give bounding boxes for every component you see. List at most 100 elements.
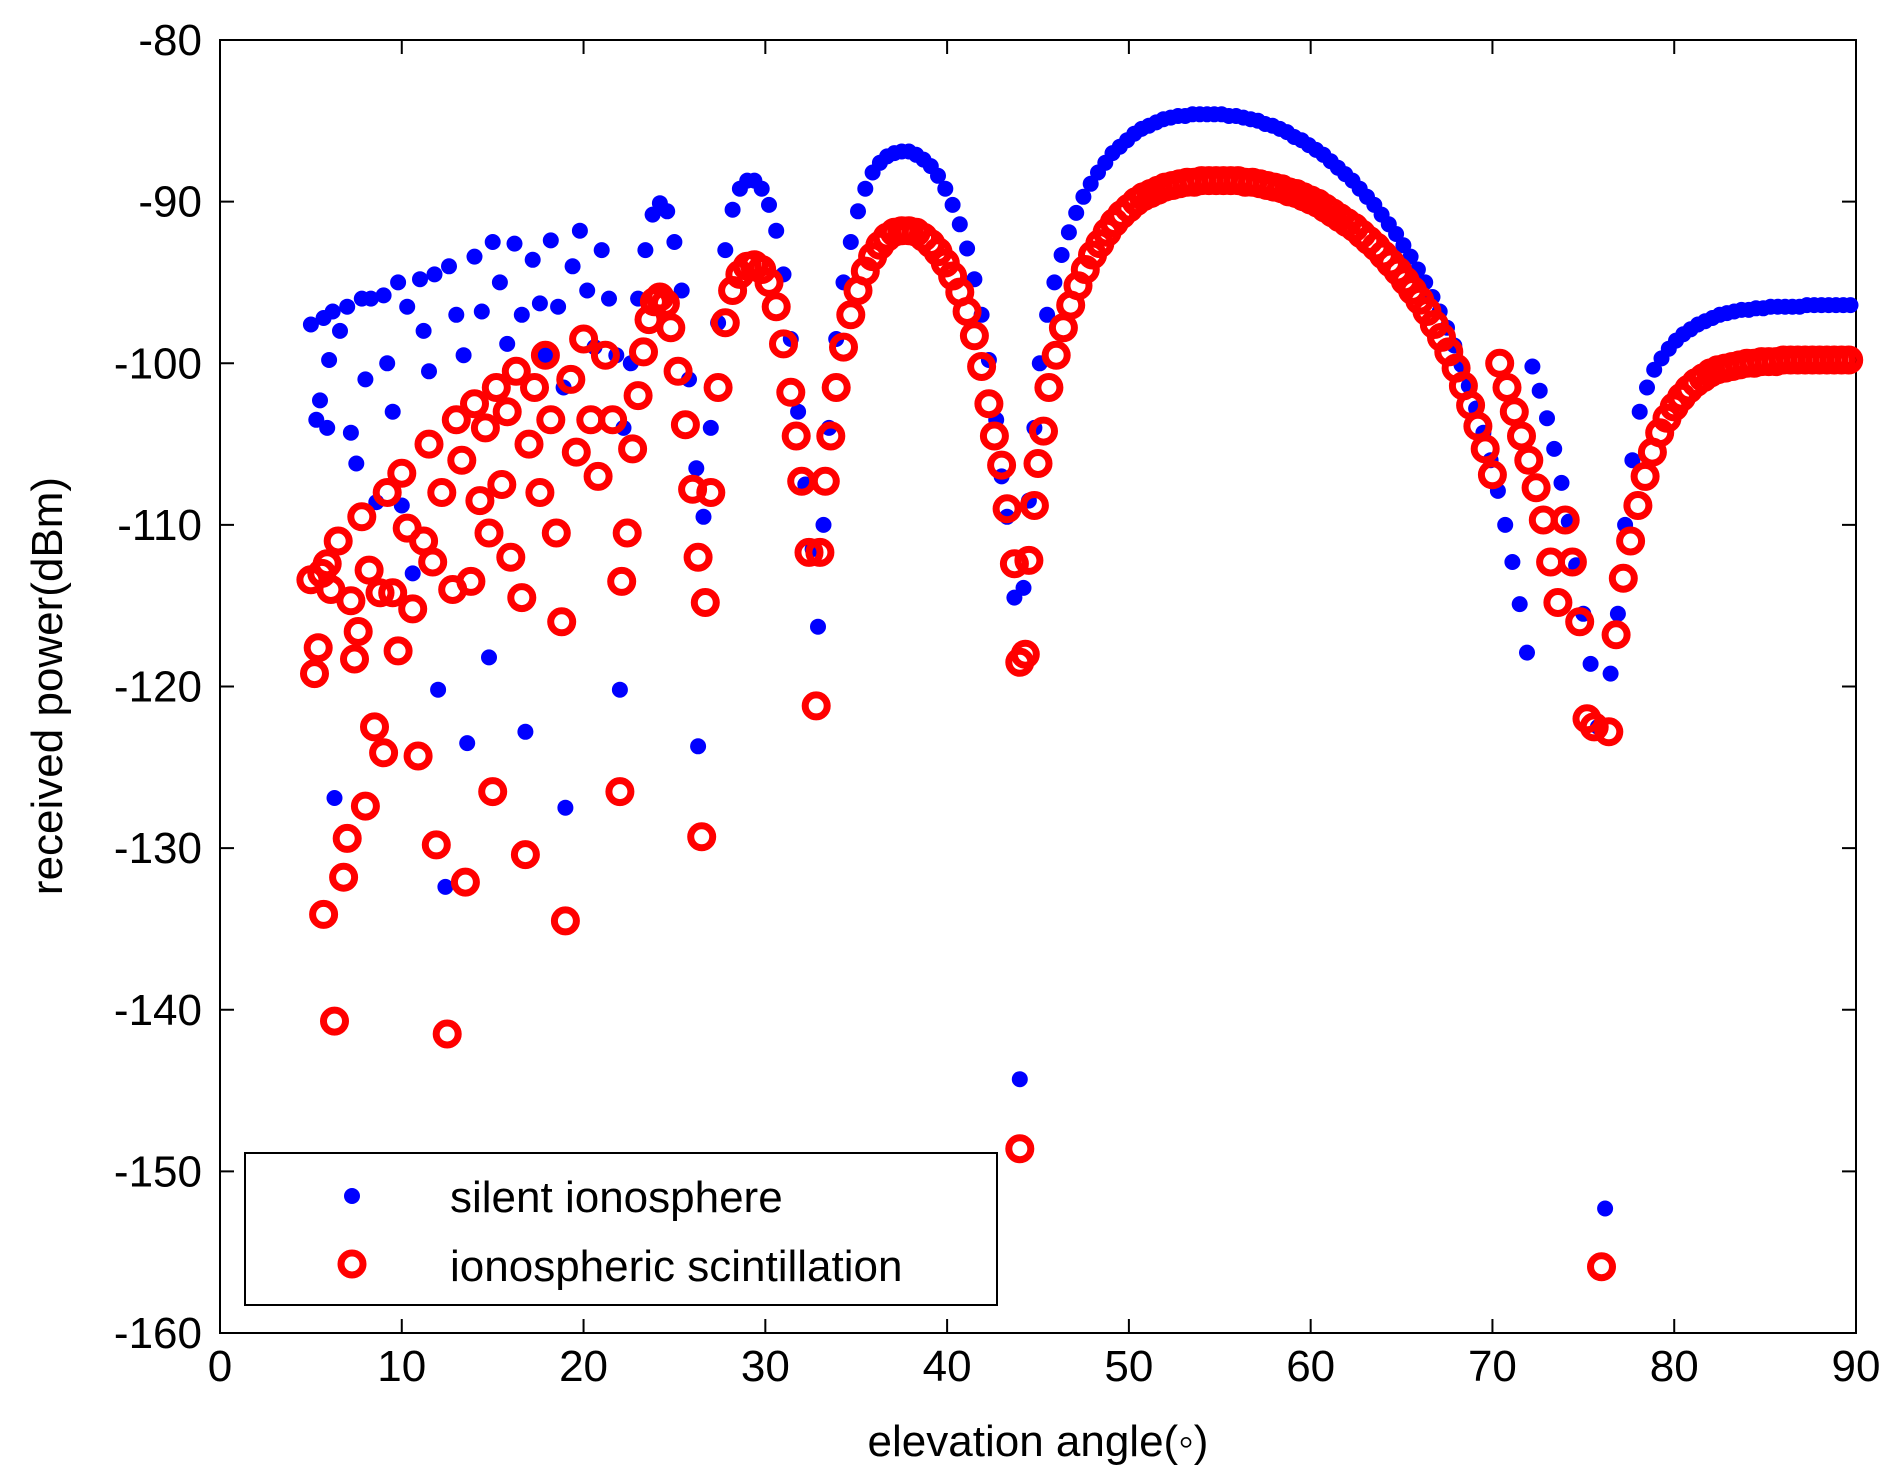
x-axis-label: elevation angle(◦) (868, 1417, 1209, 1466)
data-point-silent-ionosphere (1582, 655, 1599, 672)
data-point-silent-ionosphere (1511, 596, 1528, 613)
data-point-ionospheric-scintillation (1010, 639, 1040, 669)
data-point-silent-ionosphere (1524, 358, 1541, 375)
data-point-ionospheric-scintillation (776, 377, 806, 407)
data-point-ionospheric-scintillation (421, 830, 451, 860)
data-point-ionospheric-scintillation (329, 862, 359, 892)
data-point-silent-ionosphere (441, 258, 457, 275)
data-point-ionospheric-scintillation (598, 405, 628, 435)
data-point-ionospheric-scintillation (1470, 434, 1500, 464)
data-point-ionospheric-scintillation (561, 437, 591, 467)
data-point-ionospheric-scintillation (550, 906, 580, 936)
data-point-ionospheric-scintillation (520, 373, 549, 402)
data-point-ionospheric-scintillation (360, 712, 389, 742)
data-point-silent-ionosphere (815, 516, 832, 533)
data-point-silent-ionosphere (1842, 297, 1859, 314)
data-point-silent-ionosphere (1053, 247, 1070, 263)
data-point-ionospheric-scintillation (829, 332, 858, 362)
data-point-silent-ionosphere (415, 322, 432, 339)
data-point-ionospheric-scintillation (987, 450, 1017, 480)
data-point-ionospheric-scintillation (460, 389, 489, 419)
data-point-ionospheric-scintillation (1594, 717, 1624, 747)
data-point-ionospheric-scintillation (1041, 340, 1071, 370)
data-point-silent-ionosphere (399, 298, 416, 315)
data-point-silent-ionosphere (1609, 605, 1626, 622)
data-point-silent-ionosphere (688, 460, 705, 477)
data-point-ionospheric-scintillation (309, 899, 339, 929)
data-point-ionospheric-scintillation (387, 458, 417, 488)
data-point-silent-ionosphere (1639, 379, 1655, 396)
data-point-silent-ionosphere (1646, 361, 1663, 378)
data-point-ionospheric-scintillation (805, 537, 835, 567)
data-point-ionospheric-scintillation (530, 340, 560, 370)
data-point-silent-ionosphere (404, 565, 421, 582)
data-point-silent-ionosphere (342, 424, 359, 441)
data-point-silent-ionosphere (1531, 382, 1548, 399)
x-tick-label: 0 (208, 1342, 232, 1391)
data-point-silent-ionosphere (517, 723, 534, 740)
data-point-silent-ionosphere (499, 335, 516, 352)
data-point-ionospheric-scintillation (456, 566, 486, 596)
data-point-ionospheric-scintillation (663, 356, 693, 386)
data-point-ionospheric-scintillation (754, 267, 784, 297)
data-point-silent-ionosphere (790, 403, 807, 420)
data-point-ionospheric-scintillation (656, 313, 686, 343)
data-point-silent-ionosphere (768, 222, 785, 239)
data-point-silent-ionosphere (959, 240, 976, 257)
data-point-silent-ionosphere (593, 242, 610, 259)
axis-ticks: 0 10 20 30 40 50 60 70 80 90 -80 -90 -100 -110 -120 -13… (114, 16, 1881, 1391)
data-point-silent-ionosphere (601, 290, 617, 307)
data-point-silent-ionosphere (390, 274, 407, 291)
data-point-silent-ionosphere (437, 878, 454, 895)
y-tick-label: -130 (114, 824, 202, 873)
data-point-ionospheric-scintillation (510, 840, 540, 870)
x-tick-label: 60 (1286, 1342, 1335, 1391)
data-point-silent-ionosphere (1631, 403, 1648, 420)
data-point-silent-ionosphere (321, 352, 338, 368)
data-point-ionospheric-scintillation (590, 340, 620, 370)
data-point-ionospheric-scintillation (687, 822, 717, 852)
data-point-ionospheric-scintillation (1543, 588, 1573, 617)
data-point-ionospheric-scintillation (536, 405, 566, 435)
data-point-ionospheric-scintillation (1521, 473, 1551, 503)
data-point-silent-ionosphere (537, 347, 554, 364)
data-point-ionospheric-scintillation (501, 356, 531, 386)
data-point-silent-ionosphere (1624, 452, 1641, 469)
data-point-silent-ionosphere (550, 298, 567, 315)
x-tick-label: 20 (559, 1342, 608, 1391)
plot-area (219, 39, 1857, 1334)
y-tick-label: -110 (117, 501, 202, 550)
data-point-ionospheric-scintillation (303, 633, 333, 663)
x-tick-label: 30 (741, 1342, 790, 1391)
data-point-ionospheric-scintillation (525, 478, 555, 507)
data-point-silent-ionosphere (1504, 554, 1521, 570)
data-point-silent-ionosphere (513, 306, 530, 323)
x-tick-label: 90 (1832, 1342, 1881, 1391)
x-tick-label: 80 (1650, 1342, 1699, 1391)
data-point-silent-ionosphere (1015, 579, 1032, 596)
data-point-ionospheric-scintillation (794, 537, 824, 567)
data-point-silent-ionosphere (717, 242, 734, 259)
data-point-silent-ionosphere (1060, 224, 1077, 241)
data-point-ionospheric-scintillation (1507, 421, 1536, 451)
data-point-ionospheric-scintillation (1565, 607, 1595, 637)
data-point-ionospheric-scintillation (836, 300, 866, 330)
data-point-silent-ionosphere (542, 232, 559, 249)
data-point-silent-ionosphere (1388, 226, 1405, 242)
data-point-ionospheric-scintillation (696, 478, 726, 507)
data-point-silent-ionosphere (644, 206, 661, 223)
data-point-silent-ionosphere (1068, 204, 1085, 221)
data-point-silent-ionosphere (466, 248, 483, 265)
data-point-ionospheric-scintillation (583, 461, 613, 491)
y-tick-label: -140 (114, 986, 202, 1035)
data-point-silent-ionosphere (332, 322, 348, 339)
data-point-ionospheric-scintillation (441, 405, 471, 435)
data-point-silent-ionosphere (426, 266, 443, 283)
data-point-ionospheric-scintillation (1630, 461, 1660, 491)
data-point-ionospheric-scintillation (629, 337, 658, 367)
legend-label-ionospheric-scintillation: ionospheric scintillation (450, 1242, 902, 1291)
data-point-silent-ionosphere (761, 196, 777, 213)
y-tick-label: -90 (138, 178, 202, 227)
data-point-ionospheric-scintillation (1499, 397, 1529, 427)
data-point-ionospheric-scintillation (1601, 620, 1631, 650)
